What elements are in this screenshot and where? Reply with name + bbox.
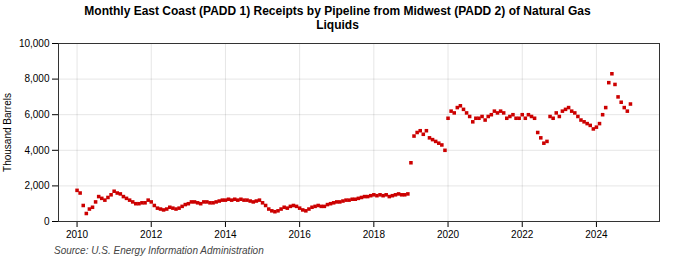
svg-text:2,000: 2,000 [24, 180, 49, 191]
svg-text:6,000: 6,000 [24, 109, 49, 120]
svg-text:Thousand Barrels: Thousand Barrels [2, 93, 13, 172]
svg-text:2024: 2024 [585, 228, 608, 239]
svg-text:2014: 2014 [214, 228, 237, 239]
svg-text:2016: 2016 [289, 228, 312, 239]
html-text:Monthly East Coast (PADD 1) Re: Monthly East Coast (PADD 1) Receipts by … [84, 4, 591, 33]
svg-text:8,000: 8,000 [24, 73, 49, 84]
svg-text:2020: 2020 [437, 228, 460, 239]
svg-text:2022: 2022 [511, 228, 534, 239]
svg-text:10,000: 10,000 [19, 37, 50, 48]
svg-text:4,000: 4,000 [24, 144, 49, 155]
html-text:Source: U.S. Energy Informatio: Source: U.S. Energy Information Administ… [54, 244, 264, 256]
svg-text:2012: 2012 [140, 228, 163, 239]
svg-text:2010: 2010 [66, 228, 89, 239]
svg-text:2018: 2018 [363, 228, 386, 239]
svg-text:0: 0 [44, 215, 50, 226]
